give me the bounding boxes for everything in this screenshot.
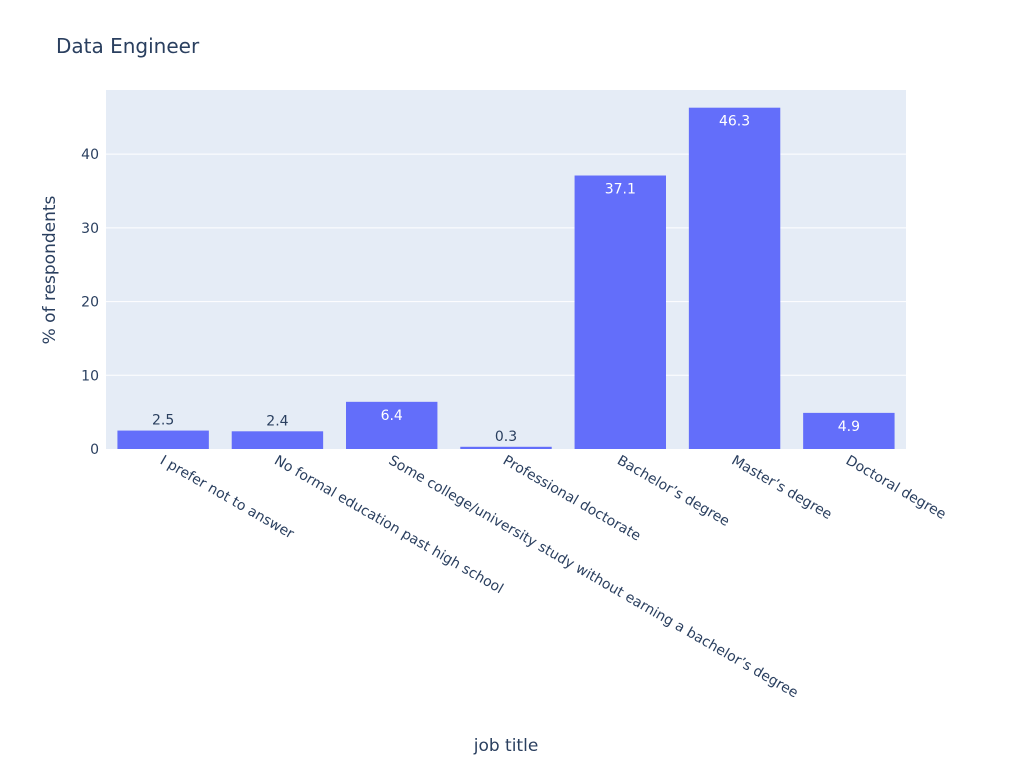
y-tick-labels: 0 10 20 30 40: [81, 147, 99, 458]
x-tick-label: Some college/university study without ea…: [386, 453, 801, 702]
y-axis-title: % of respondents: [40, 195, 60, 344]
bar-value-label: 2.5: [152, 413, 174, 429]
y-tick-label: 40: [81, 147, 99, 163]
bar-value-label: 46.3: [719, 114, 750, 130]
bars: 2.5 2.4 6.4 0.3 37.1 46.3 4.9: [117, 107, 895, 450]
bar: [574, 175, 666, 449]
y-tick-label: 10: [81, 368, 99, 384]
bar-value-label: 0.3: [495, 429, 517, 445]
x-tick-label: Master’s degree: [729, 453, 835, 523]
x-axis-title: job title: [473, 736, 539, 756]
bar-value-label: 4.9: [838, 419, 860, 435]
bar-value-label: 6.4: [381, 408, 403, 424]
y-tick-label: 30: [81, 221, 99, 237]
x-tick-label: No formal education past high school: [271, 453, 505, 598]
y-tick-label: 0: [90, 442, 99, 458]
x-tick-label: Bachelor’s degree: [614, 453, 732, 530]
y-tick-label: 20: [81, 295, 99, 311]
bar: [117, 430, 209, 449]
bar-value-label: 37.1: [605, 182, 636, 198]
bar: [803, 412, 895, 449]
bar: [231, 431, 324, 449]
chart-title: Data Engineer: [56, 34, 200, 58]
bar: [346, 401, 438, 449]
bar-value-label: 2.4: [266, 413, 288, 429]
x-tick-label: Doctoral degree: [843, 453, 949, 523]
plot-background: [106, 90, 906, 449]
bar: [688, 107, 781, 450]
bar: [460, 446, 552, 449]
